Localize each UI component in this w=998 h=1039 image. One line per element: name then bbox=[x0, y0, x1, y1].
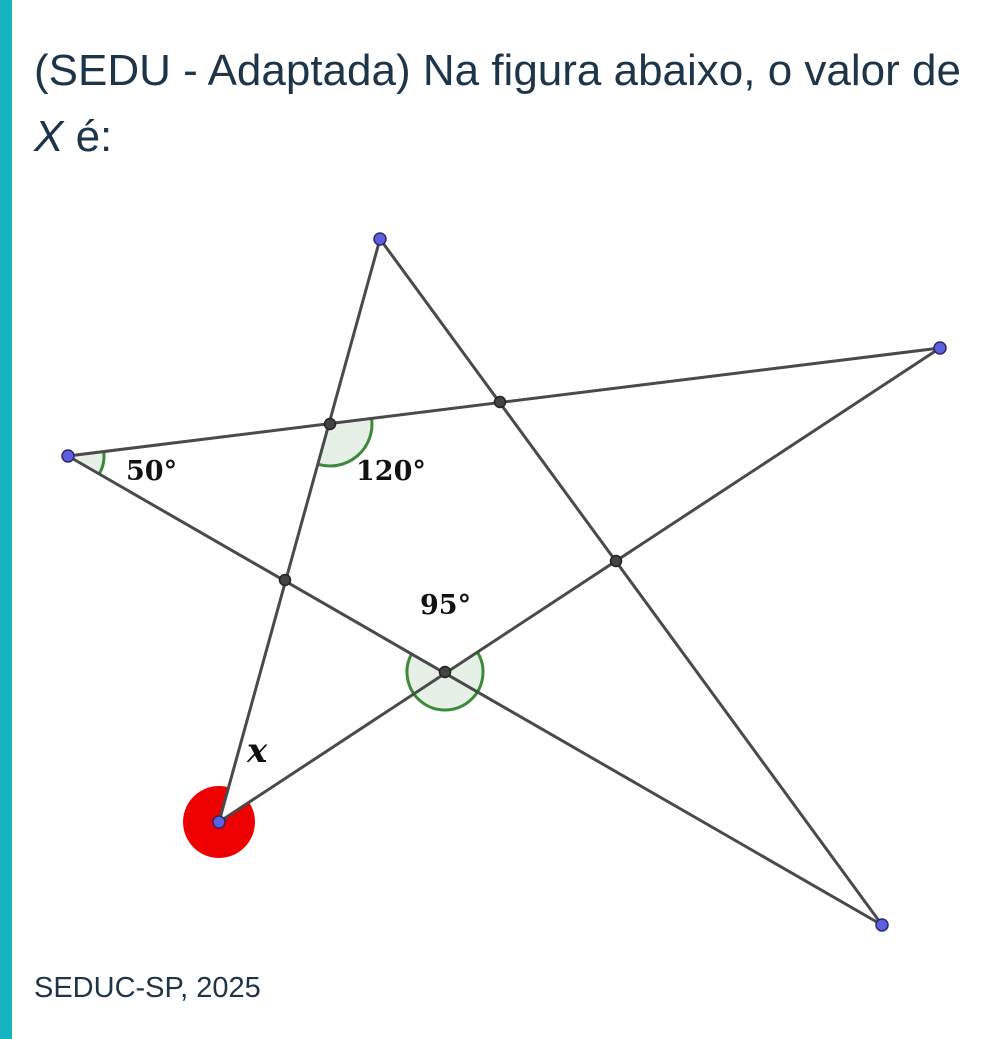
segment-AD bbox=[378, 238, 884, 926]
source-credit: SEDUC-SP, 2025 bbox=[34, 972, 261, 1004]
angle-50-fill bbox=[68, 451, 104, 474]
accent-bar bbox=[0, 0, 12, 1039]
intersection-point-3 bbox=[438, 665, 452, 679]
intersection-point-1 bbox=[493, 395, 507, 409]
angle-120-arc bbox=[318, 418, 374, 468]
angle-95-fill bbox=[407, 651, 484, 710]
intersection-point-4 bbox=[278, 573, 292, 587]
angle-label-50: 50° bbox=[126, 456, 177, 487]
segment-EB bbox=[218, 346, 941, 824]
question-end: é: bbox=[63, 112, 113, 161]
angle-label-120: 120° bbox=[356, 456, 426, 487]
segment-CD bbox=[67, 454, 883, 927]
segment-AE bbox=[217, 238, 382, 823]
intersection-point-2 bbox=[609, 554, 623, 568]
question-line: (SEDU - Adaptada) Na figura abaixo, o va… bbox=[34, 46, 961, 95]
intersection-point-0 bbox=[323, 417, 337, 431]
variable-x: X bbox=[34, 112, 64, 161]
angle-label-95: 95° bbox=[420, 590, 471, 621]
vertex-point-D bbox=[875, 918, 889, 932]
vertex-point-B bbox=[933, 341, 947, 355]
angle-label-x: x bbox=[246, 731, 268, 771]
vertex-point-E bbox=[212, 815, 226, 829]
angle-95-arc bbox=[405, 650, 485, 712]
question-text: (SEDU - Adaptada) Na figura abaixo, o va… bbox=[34, 38, 984, 170]
vertex-point-A bbox=[373, 232, 387, 246]
vertex-point-C bbox=[61, 449, 75, 463]
